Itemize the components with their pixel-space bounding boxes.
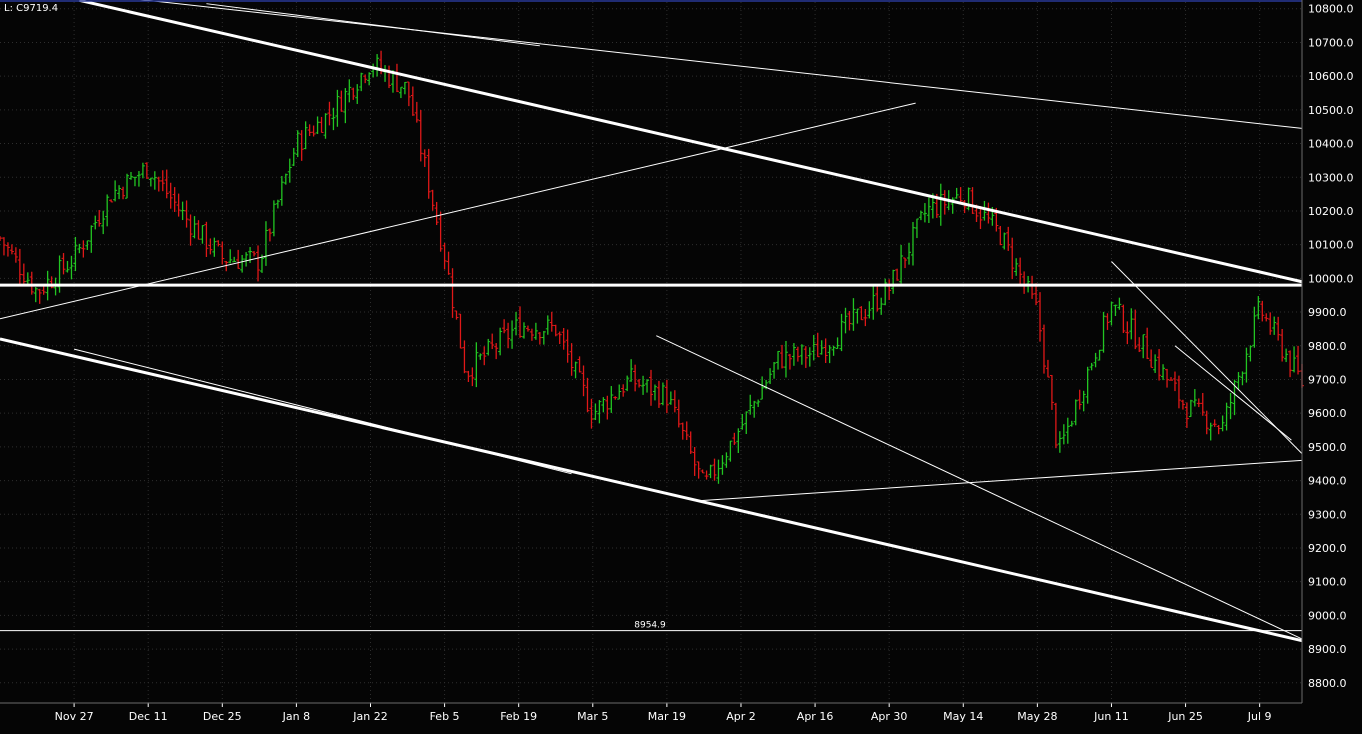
y-tick-label: 10300.0 [1308,171,1354,184]
x-tick-label: Apr 16 [797,710,834,723]
x-tick-label: Apr 30 [871,710,908,723]
y-tick-label: 10800.0 [1308,3,1354,16]
trendline [698,459,1303,502]
x-tick-label: Dec 25 [203,710,242,723]
x-tick-label: Jan 22 [352,710,387,723]
trendline [206,3,540,47]
x-tick-label: Nov 27 [55,710,94,723]
y-tick-label: 10000.0 [1308,272,1354,285]
y-tick-label: 8900.0 [1308,643,1347,656]
trendline [0,102,916,320]
x-tick-label: May 28 [1017,710,1057,723]
x-tick-label: Jun 11 [1093,710,1129,723]
x-tick-label: Apr 2 [726,710,756,723]
y-tick-label: 10400.0 [1308,138,1354,151]
trendline [1111,261,1303,454]
x-tick-label: Jun 25 [1167,710,1203,723]
trendline [0,337,1303,643]
x-tick-label: Jan 8 [282,710,310,723]
trendline [1174,345,1292,441]
y-tick-label: 9000.0 [1308,609,1347,622]
trendline [656,335,1303,640]
y-tick-label: 9600.0 [1308,407,1347,420]
y-tick-label: 9800.0 [1308,340,1347,353]
y-tick-label: 9300.0 [1308,508,1347,521]
trendline [73,348,572,475]
x-tick-label: Dec 11 [129,710,168,723]
y-tick-label: 10100.0 [1308,239,1354,252]
x-tick-label: May 14 [943,710,983,723]
y-tick-label: 9200.0 [1308,542,1347,555]
trendline [140,0,1303,129]
trendlines[interactable]: 8954.9 [0,0,1303,643]
y-tick-label: 10600.0 [1308,70,1354,83]
y-tick-label: 9100.0 [1308,576,1347,589]
y-tick-label: 9500.0 [1308,441,1347,454]
y-tick-label: 9700.0 [1308,373,1347,386]
x-tick-label: Mar 19 [648,710,686,723]
y-tick-label: 8800.0 [1308,677,1347,690]
y-tick-label: 10700.0 [1308,36,1354,49]
horizontal-line-label: 8954.9 [634,621,666,631]
x-tick-label: Jul 9 [1247,710,1272,723]
y-tick-label: 9900.0 [1308,306,1347,319]
x-tick-label: Feb 19 [500,710,537,723]
axes: 8800.0 8900.0 9000.0 9100.0 9200.0 9300.0 9400… [0,0,1354,723]
y-tick-label: 9400.0 [1308,475,1347,488]
y-tick-label: 10500.0 [1308,104,1354,117]
grid-lines [0,2,1302,703]
y-tick-label: 10200.0 [1308,205,1354,218]
x-tick-label: Feb 5 [430,710,460,723]
x-tick-label: Mar 5 [577,710,608,723]
price-bars [0,50,1304,484]
last-price-label: L: C9719.4 [4,3,59,14]
trendline [79,0,1303,284]
